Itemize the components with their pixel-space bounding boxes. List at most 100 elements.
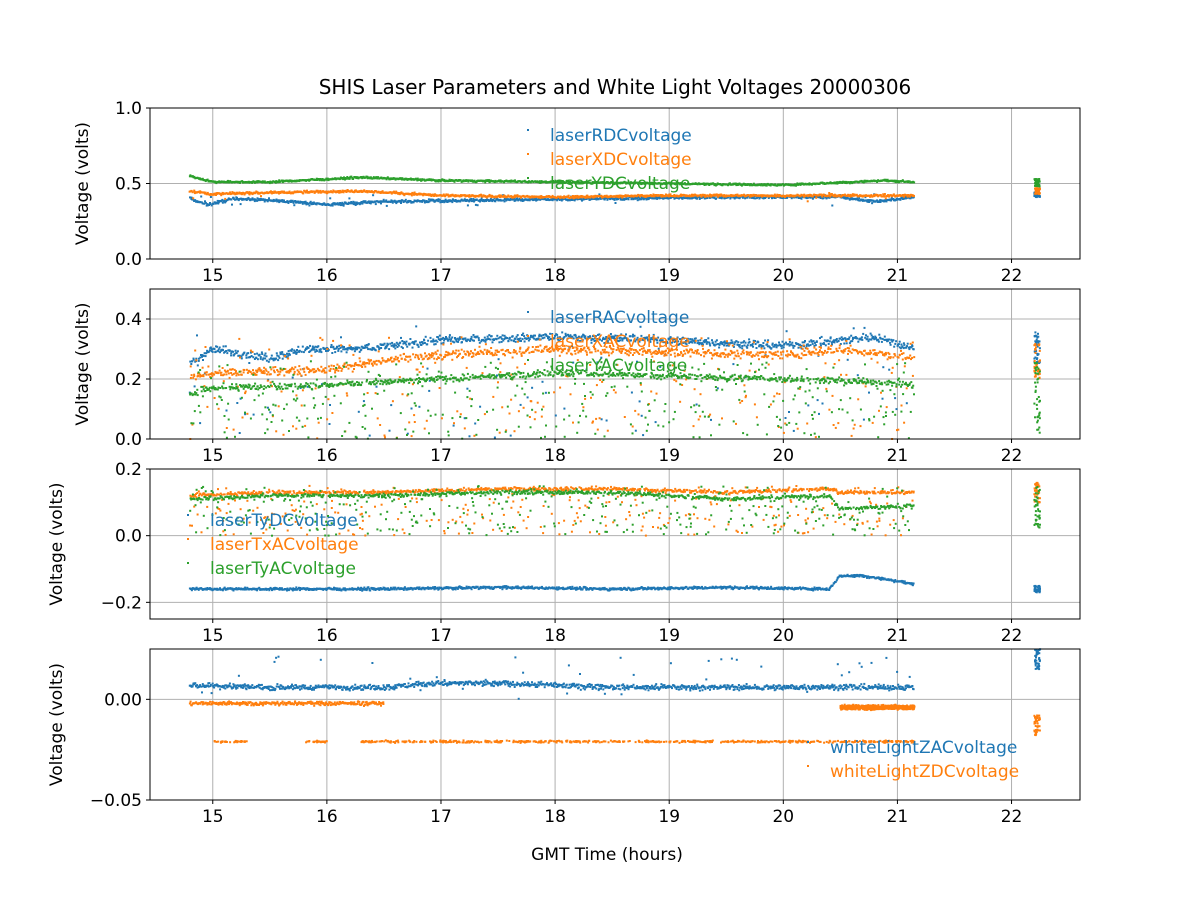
- scatter-point: [683, 341, 686, 344]
- scatter-point: [520, 199, 522, 202]
- scatter-point: [437, 198, 440, 201]
- scatter-point: [279, 351, 282, 354]
- x-tick-label: 22: [1001, 446, 1023, 466]
- scatter-point: [292, 200, 295, 203]
- scatter-point: [883, 178, 886, 181]
- scatter-point: [786, 196, 789, 199]
- scatter-point: [505, 199, 508, 202]
- scatter-point: [539, 198, 542, 201]
- scatter-point: [313, 202, 316, 205]
- scatter-point: [624, 195, 627, 198]
- scatter-point: [222, 349, 224, 352]
- scatter-point: [549, 338, 552, 340]
- scatter-point: [751, 194, 754, 197]
- scatter-point: [868, 391, 870, 394]
- scatter-point: [593, 340, 596, 342]
- scatter-point: [686, 339, 689, 342]
- scatter-point: [899, 198, 902, 201]
- scatter-point: [635, 338, 638, 341]
- scatter-point: [623, 195, 626, 198]
- scatter-point: [777, 344, 780, 347]
- scatter-point: [261, 180, 264, 183]
- scatter-point: [707, 194, 710, 197]
- scatter-point: [326, 178, 329, 181]
- scatter-point: [229, 368, 232, 371]
- scatter-point: [568, 199, 571, 202]
- scatter-point: [755, 184, 758, 187]
- scatter-point: [487, 195, 490, 198]
- scatter-point: [268, 373, 271, 376]
- scatter-point: [516, 334, 519, 337]
- scatter-point: [705, 339, 708, 341]
- scatter-point: [472, 334, 475, 336]
- scatter-point: [637, 194, 640, 197]
- scatter-point: [566, 180, 569, 183]
- scatter-point: [190, 363, 193, 365]
- scatter-point: [220, 193, 223, 195]
- scatter-point: [621, 181, 624, 184]
- scatter-point: [203, 202, 206, 205]
- scatter-point: [740, 341, 743, 344]
- scatter-point: [1034, 182, 1037, 185]
- scatter-point: [908, 348, 911, 351]
- scatter-point: [412, 353, 415, 356]
- scatter-point: [313, 348, 316, 351]
- scatter-point: [410, 194, 413, 197]
- scatter-point: [256, 199, 259, 202]
- scatter-point: [718, 346, 721, 349]
- scatter-point: [651, 336, 654, 339]
- scatter-point: [1035, 358, 1038, 361]
- scatter-point: [459, 336, 462, 339]
- scatter-point: [426, 343, 429, 346]
- scatter-point: [404, 358, 407, 361]
- scatter-point: [540, 335, 543, 338]
- scatter-point: [470, 198, 473, 200]
- scatter-point: [248, 362, 251, 364]
- scatter-point: [219, 371, 222, 374]
- scatter-point: [527, 181, 530, 184]
- scatter-point: [400, 178, 403, 181]
- scatter-point: [406, 394, 409, 397]
- scatter-point: [513, 180, 516, 183]
- scatter-point: [201, 355, 203, 358]
- scatter-point: [1034, 356, 1037, 359]
- scatter-point: [199, 422, 202, 425]
- scatter-point: [315, 350, 318, 352]
- scatter-point: [547, 337, 549, 340]
- legend-entry: laserRDCvoltage: [550, 126, 692, 146]
- scatter-point: [716, 387, 719, 390]
- scatter-point: [450, 338, 453, 341]
- scatter-point: [780, 196, 783, 199]
- scatter-point: [913, 181, 916, 184]
- scatter-point: [779, 196, 781, 199]
- scatter-point: [468, 435, 471, 438]
- scatter-point: [284, 179, 287, 182]
- scatter-point: [679, 183, 682, 186]
- scatter-point: [199, 201, 202, 204]
- scatter-point: [217, 350, 220, 353]
- scatter-point: [594, 335, 597, 338]
- scatter-point: [813, 344, 816, 347]
- scatter-point: [700, 343, 703, 346]
- scatter-point: [219, 351, 221, 354]
- scatter-point: [389, 201, 392, 203]
- scatter-point: [607, 341, 609, 344]
- scatter-point: [1037, 179, 1040, 182]
- scatter-point: [776, 193, 779, 196]
- scatter-point: [446, 193, 449, 196]
- scatter-point: [721, 341, 724, 344]
- scatter-point: [202, 354, 205, 357]
- scatter-point: [584, 335, 587, 338]
- scatter-point: [327, 349, 330, 351]
- scatter-point: [420, 193, 422, 196]
- scatter-point: [562, 338, 565, 340]
- scatter-point: [224, 197, 227, 200]
- scatter-point: [890, 195, 893, 198]
- scatter-point: [642, 434, 645, 437]
- scatter-point: [269, 373, 272, 376]
- scatter-point: [490, 335, 493, 338]
- scatter-point: [609, 333, 612, 335]
- scatter-point: [498, 194, 501, 197]
- scatter-point: [736, 193, 739, 196]
- scatter-point: [274, 199, 277, 202]
